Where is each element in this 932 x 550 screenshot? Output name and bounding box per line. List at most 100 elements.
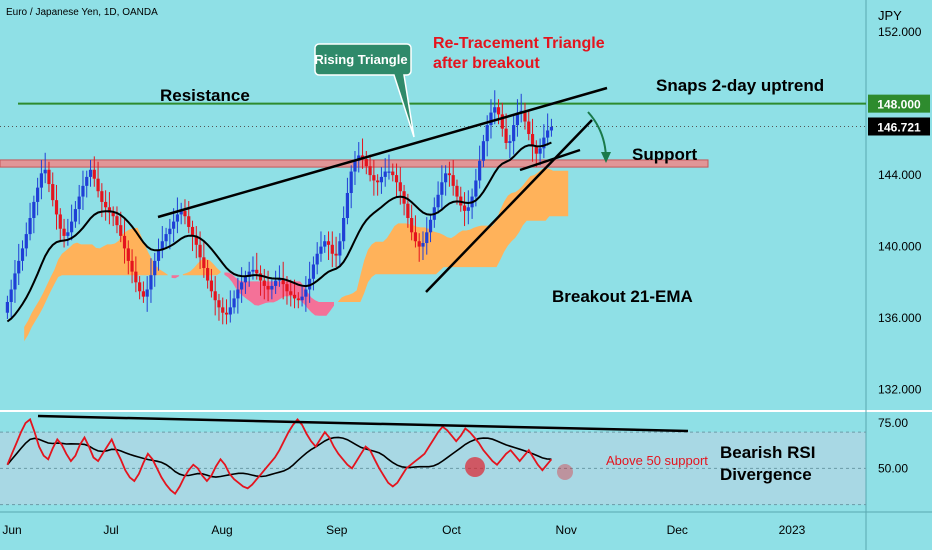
candle [391,163,395,182]
snap-trendline [519,148,581,172]
rsi-divergence-line [37,414,689,433]
candle [183,199,187,225]
candle [179,202,183,225]
price-tick-label: 140.000 [878,240,922,254]
candle [187,201,191,234]
above50-label: Above 50 support [606,453,708,468]
candle [289,279,293,307]
time-tick-label: 2023 [779,523,806,537]
candle [508,134,512,159]
candle [32,195,36,234]
candle [51,172,55,207]
candle [338,233,342,266]
candle [330,231,334,268]
resistance-price-tag: 148.000 [868,94,930,113]
axes: 152.000 148.000 144.000 140.000 136.000 132.0… [2,25,930,537]
candle [417,233,421,262]
candle [428,213,433,243]
candle [232,290,236,314]
candle [538,138,542,166]
cloud-segment-4 [337,168,569,302]
candle [504,113,508,150]
candle [292,279,297,309]
time-tick-label: Jul [103,523,118,537]
candle [311,256,316,291]
time-tick-label: Sep [326,523,348,537]
candle [122,218,127,264]
candle [353,150,357,185]
candle [436,181,440,214]
rsi [0,417,866,506]
rising-triangle-label: Rising Triangle [314,52,407,67]
price-tick-label: 144.000 [878,168,922,182]
svg-text:148.000: 148.000 [877,98,921,112]
price-tick-label: 132.000 [878,383,922,397]
candle [270,279,274,300]
candle [444,165,448,196]
candle [17,243,21,286]
candle [345,177,350,225]
candle [493,90,497,125]
candle [379,167,384,194]
candle [466,190,470,225]
candle [175,197,180,234]
candle [213,276,217,316]
candle [217,293,221,321]
candle [489,99,493,139]
rsi-support-circle-1 [465,457,485,477]
rising-triangle-upper-line [157,86,608,219]
retracement-label-line2: after breakout [433,55,540,72]
candle [447,161,452,187]
bearish-rsi-label-line2: Divergence [720,465,812,484]
time-tick-label: Dec [667,523,688,537]
candle [304,276,308,312]
candle [236,277,240,314]
candle [342,206,346,250]
candle [85,170,89,198]
cloud-segment-3 [224,272,334,316]
candle [77,184,81,225]
candle [530,118,535,162]
price-tick-label: 152.000 [878,25,922,39]
candle [13,260,17,303]
candle [398,167,402,205]
ema-line [6,141,552,323]
candle [194,226,198,259]
candle [149,258,153,303]
resistance-label: Resistance [160,86,250,105]
support-label: Support [632,145,697,164]
candle [73,201,78,228]
candle [28,202,32,241]
candle [58,208,62,243]
candle [206,260,210,289]
snaps-label: Snaps 2-day uptrend [656,76,824,95]
candle [300,286,304,307]
candle [308,261,312,303]
candle [546,113,550,146]
candle [534,140,538,168]
currency-label: JPY [878,8,902,23]
candle [107,192,112,225]
candle [145,276,149,312]
rising-triangle-callout [314,43,415,138]
candle [323,234,327,253]
retracement-label-line1: Re-Tracement Triangle [433,35,605,52]
candle [527,109,531,141]
candle [274,270,278,294]
time-tick-label: Nov [556,523,577,537]
rsi-support-circle-2 [557,464,573,480]
candle [202,240,206,278]
candle [5,295,10,319]
candle [425,217,429,255]
candle [138,276,142,300]
candle [368,154,372,182]
candle [462,192,467,227]
candle [172,208,176,243]
candle [247,261,251,287]
candle [160,226,164,259]
candle [168,218,172,250]
candle [104,190,108,221]
candle [66,218,70,246]
candle [130,249,134,284]
